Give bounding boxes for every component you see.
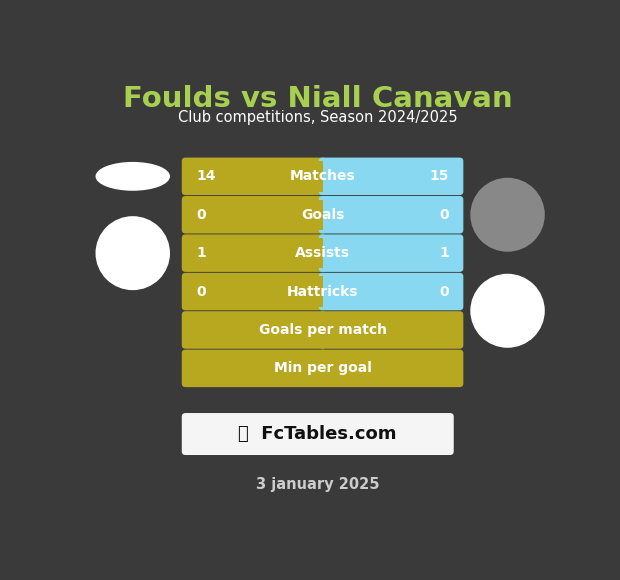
Text: 0: 0 bbox=[196, 285, 206, 299]
Ellipse shape bbox=[95, 162, 170, 191]
Bar bbox=[316, 353, 322, 383]
FancyBboxPatch shape bbox=[182, 350, 326, 387]
Bar bbox=[322, 353, 330, 383]
FancyBboxPatch shape bbox=[319, 350, 463, 387]
Bar bbox=[316, 277, 322, 307]
FancyBboxPatch shape bbox=[182, 413, 454, 455]
Text: Assists: Assists bbox=[295, 246, 350, 260]
Text: 15: 15 bbox=[430, 169, 449, 183]
FancyBboxPatch shape bbox=[182, 234, 326, 272]
FancyBboxPatch shape bbox=[182, 311, 326, 349]
FancyBboxPatch shape bbox=[319, 273, 463, 310]
Bar bbox=[322, 277, 330, 307]
Bar bbox=[316, 238, 322, 269]
FancyBboxPatch shape bbox=[319, 311, 463, 349]
FancyBboxPatch shape bbox=[182, 273, 326, 310]
FancyBboxPatch shape bbox=[182, 196, 326, 234]
FancyBboxPatch shape bbox=[319, 234, 463, 272]
Bar bbox=[316, 315, 322, 345]
Bar bbox=[322, 315, 330, 345]
Text: 14: 14 bbox=[196, 169, 216, 183]
Text: Goals: Goals bbox=[301, 208, 344, 222]
Bar bbox=[316, 200, 322, 230]
Text: Hattricks: Hattricks bbox=[287, 285, 358, 299]
Bar bbox=[322, 200, 330, 230]
Text: Goals per match: Goals per match bbox=[259, 323, 386, 337]
Ellipse shape bbox=[95, 216, 170, 290]
Text: Club competitions, Season 2024/2025: Club competitions, Season 2024/2025 bbox=[178, 110, 458, 125]
FancyBboxPatch shape bbox=[182, 158, 326, 195]
Text: 0: 0 bbox=[440, 285, 449, 299]
Text: Min per goal: Min per goal bbox=[273, 361, 371, 375]
Text: Foulds vs Niall Canavan: Foulds vs Niall Canavan bbox=[123, 85, 513, 113]
Text: 0: 0 bbox=[440, 208, 449, 222]
FancyBboxPatch shape bbox=[319, 196, 463, 234]
Text: 📈  FcTables.com: 📈 FcTables.com bbox=[239, 425, 397, 443]
Bar bbox=[322, 238, 330, 269]
Bar bbox=[316, 161, 322, 191]
Text: 0: 0 bbox=[196, 208, 206, 222]
Text: 1: 1 bbox=[196, 246, 206, 260]
Ellipse shape bbox=[471, 274, 545, 348]
Text: 1: 1 bbox=[439, 246, 449, 260]
Text: 3 january 2025: 3 january 2025 bbox=[256, 477, 379, 491]
Ellipse shape bbox=[471, 177, 545, 252]
FancyBboxPatch shape bbox=[319, 158, 463, 195]
Text: Matches: Matches bbox=[290, 169, 355, 183]
Bar bbox=[322, 161, 330, 191]
